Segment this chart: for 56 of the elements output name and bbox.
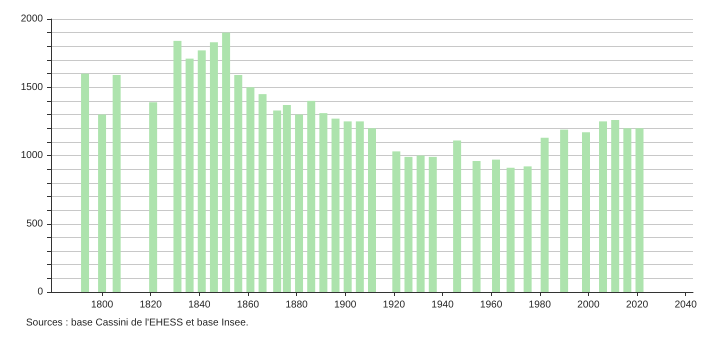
- bar: [295, 114, 304, 292]
- bar: [392, 151, 400, 292]
- bar: [582, 132, 590, 292]
- x-tick-label: 1800: [90, 300, 114, 310]
- x-tick-label: 2020: [626, 300, 649, 310]
- y-tick-label: 500: [26, 218, 44, 230]
- x-tick-label: 2000: [577, 300, 600, 310]
- x-tick-label: 1920: [382, 300, 406, 310]
- bar: [282, 104, 291, 292]
- y-tick-label: 1000: [20, 150, 44, 161]
- bar: [506, 168, 515, 292]
- x-tick-label: 1980: [528, 300, 552, 310]
- bar: [416, 156, 425, 292]
- bar: [246, 87, 254, 292]
- x-tick-label: 1820: [140, 300, 162, 310]
- bar: [428, 156, 437, 292]
- y-tick-label: 1500: [20, 82, 44, 93]
- bar: [186, 58, 194, 292]
- x-tick-label: 1960: [480, 300, 503, 310]
- bar: [344, 121, 352, 292]
- bar: [368, 128, 376, 292]
- bar: [149, 102, 158, 292]
- bar: [524, 166, 532, 292]
- x-tick-label: 1940: [431, 300, 454, 310]
- bar: [540, 138, 549, 292]
- y-tick-label: 2000: [20, 14, 44, 24]
- x-tick-label: 1860: [236, 300, 260, 310]
- bar: [472, 160, 481, 292]
- bar: [258, 94, 267, 292]
- x-tick-label: 2040: [674, 300, 698, 310]
- x-tick-label: 1840: [188, 300, 211, 310]
- bar: [198, 50, 206, 292]
- bar: [356, 121, 364, 292]
- bar: [404, 156, 412, 292]
- bar: [611, 120, 620, 292]
- bar: [98, 114, 106, 292]
- bar: [210, 42, 218, 292]
- x-tick-label: 1880: [285, 300, 308, 310]
- x-tick-label: 1900: [334, 300, 357, 310]
- bar: [560, 130, 568, 292]
- bar: [234, 74, 242, 292]
- bar: [332, 118, 340, 292]
- bar: [273, 110, 282, 292]
- source-note: Sources : base Cassini de l'EHESS et base Insee.: [26, 318, 249, 328]
- bar: [307, 100, 316, 292]
- bar: [173, 40, 182, 292]
- bar: [112, 74, 121, 292]
- bar: [222, 32, 230, 292]
- bar: [81, 74, 90, 292]
- bar: [453, 140, 462, 292]
- y-tick-label: 0: [37, 286, 44, 298]
- bar: [319, 113, 328, 292]
- bar: [492, 160, 500, 292]
- bar: [636, 128, 644, 292]
- bar: [623, 128, 632, 292]
- bar: [599, 121, 608, 292]
